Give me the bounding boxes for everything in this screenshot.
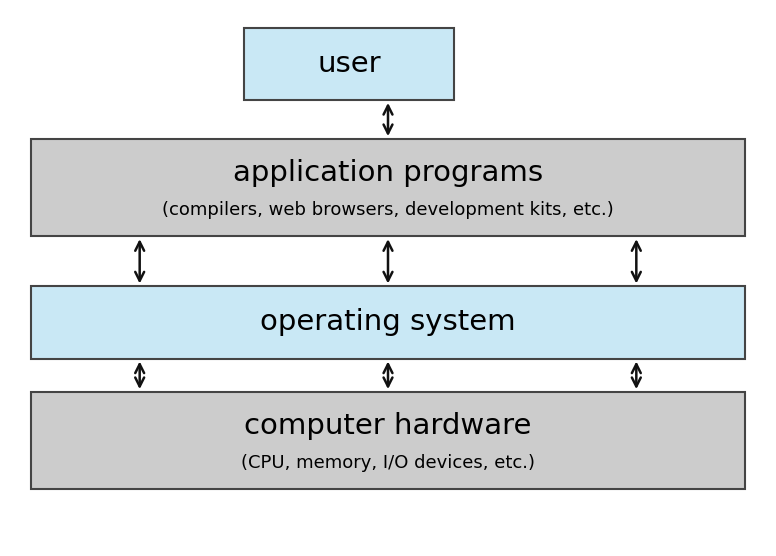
FancyBboxPatch shape <box>31 139 745 236</box>
FancyBboxPatch shape <box>31 286 745 359</box>
FancyBboxPatch shape <box>31 392 745 489</box>
Text: computer hardware: computer hardware <box>244 412 532 440</box>
Text: operating system: operating system <box>260 309 516 336</box>
Text: user: user <box>317 50 381 78</box>
Text: application programs: application programs <box>233 159 543 187</box>
Text: (compilers, web browsers, development kits, etc.): (compilers, web browsers, development ki… <box>162 201 614 219</box>
Text: (CPU, memory, I/O devices, etc.): (CPU, memory, I/O devices, etc.) <box>241 454 535 472</box>
FancyBboxPatch shape <box>244 28 454 100</box>
